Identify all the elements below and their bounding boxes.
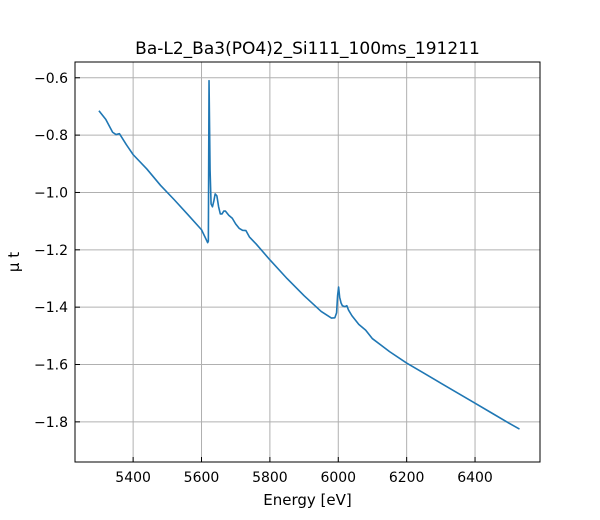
- x-tick-label: 5400: [115, 470, 151, 486]
- y-axis-label: μ t: [5, 252, 23, 272]
- y-tick-label: −0.8: [34, 128, 68, 144]
- y-tick-label: −1.4: [34, 300, 68, 316]
- x-tick-label: 6400: [457, 470, 493, 486]
- grid: [75, 62, 540, 462]
- ticks: 5400 5600 5800 6000 6200 6400 −1.8 −1.6 −1.4 −1.2…: [34, 71, 493, 486]
- y-tick-label: −1.0: [34, 185, 68, 201]
- series-layer: [98, 79, 520, 430]
- y-tick-label: −1.6: [34, 358, 68, 374]
- x-axis-label: Energy [eV]: [263, 491, 351, 509]
- x-tick-label: 6200: [389, 470, 425, 486]
- series-line-0: [98, 79, 520, 430]
- y-tick-label: −0.6: [34, 71, 68, 87]
- x-tick-label: 5800: [252, 470, 288, 486]
- chart-title: Ba-L2_Ba3(PO4)2_Si111_100ms_191211: [135, 39, 480, 59]
- y-tick-label: −1.2: [34, 243, 68, 259]
- plot-frame: [74, 61, 541, 463]
- y-tick-label: −1.8: [34, 415, 68, 431]
- x-tick-label: 6000: [320, 470, 356, 486]
- x-tick-label: 5600: [184, 470, 220, 486]
